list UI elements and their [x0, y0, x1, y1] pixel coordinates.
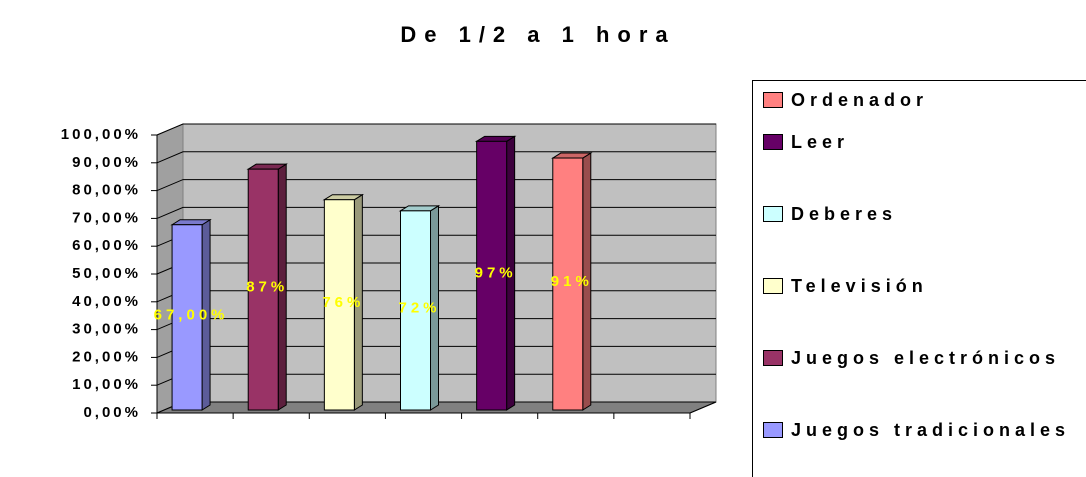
legend-swatch	[763, 350, 783, 366]
legend-swatch	[763, 134, 783, 150]
bar	[323, 199, 355, 411]
legend-swatch	[763, 422, 783, 438]
chart-title: De 1/2 a 1 hora	[400, 22, 675, 47]
legend-label: Leer	[791, 132, 850, 152]
value-label: 97%	[475, 265, 517, 282]
legend-label: Televisión	[791, 276, 928, 296]
y-tick-label: 70,00%	[72, 209, 141, 226]
y-tick-label: 20,00%	[72, 348, 141, 365]
legend-item: Juegos tradicionales	[763, 419, 1083, 442]
legend-label: Ordenador	[791, 90, 929, 110]
y-tick-label: 10,00%	[72, 376, 141, 393]
legend-item: Ordenador	[763, 89, 1083, 112]
y-tick-label: 0,00%	[83, 404, 141, 421]
chart: De 1/2 a 1 hora 0,00% 10,00% 20,00% 30,00% 4…	[61, 22, 717, 421]
y-tick-label: 30,00%	[72, 321, 141, 338]
value-label: 67,00%	[154, 306, 229, 323]
legend-item: Televisión	[763, 275, 1083, 298]
grid-line	[156, 179, 716, 192]
grid-line	[156, 206, 716, 219]
value-label: 91%	[551, 273, 593, 290]
value-label: 72%	[398, 299, 440, 316]
value-label: 87%	[246, 279, 288, 296]
bar	[400, 210, 431, 411]
grid-line	[156, 123, 716, 136]
y-tick-label: 90,00%	[72, 154, 141, 171]
x-axis-depth	[689, 401, 717, 414]
legend-swatch	[763, 278, 783, 294]
bar	[552, 157, 584, 411]
legend: Ordenador Leer Deberes Televisión Juegos ele…	[752, 80, 1086, 477]
bar	[171, 224, 203, 411]
y-tick-label: 100,00%	[61, 126, 141, 143]
y-tick-label: 50,00%	[72, 265, 141, 282]
y-tick-label: 80,00%	[72, 182, 141, 199]
legend-label: Deberes	[791, 204, 898, 224]
legend-label: Juegos electrónicos	[791, 348, 1061, 368]
legend-item: Deberes	[763, 203, 1083, 226]
y-tick-label: 40,00%	[72, 293, 141, 310]
legend-swatch	[763, 92, 783, 108]
legend-label: Juegos tradicionales	[791, 420, 1071, 440]
grid-line	[156, 151, 716, 164]
bar	[247, 168, 279, 411]
value-label: 76%	[322, 294, 364, 311]
legend-item: Juegos electrónicos	[763, 347, 1083, 370]
legend-item: Leer	[763, 131, 1083, 154]
legend-swatch	[763, 206, 783, 222]
bar	[476, 140, 508, 411]
y-tick-label: 60,00%	[72, 237, 141, 254]
